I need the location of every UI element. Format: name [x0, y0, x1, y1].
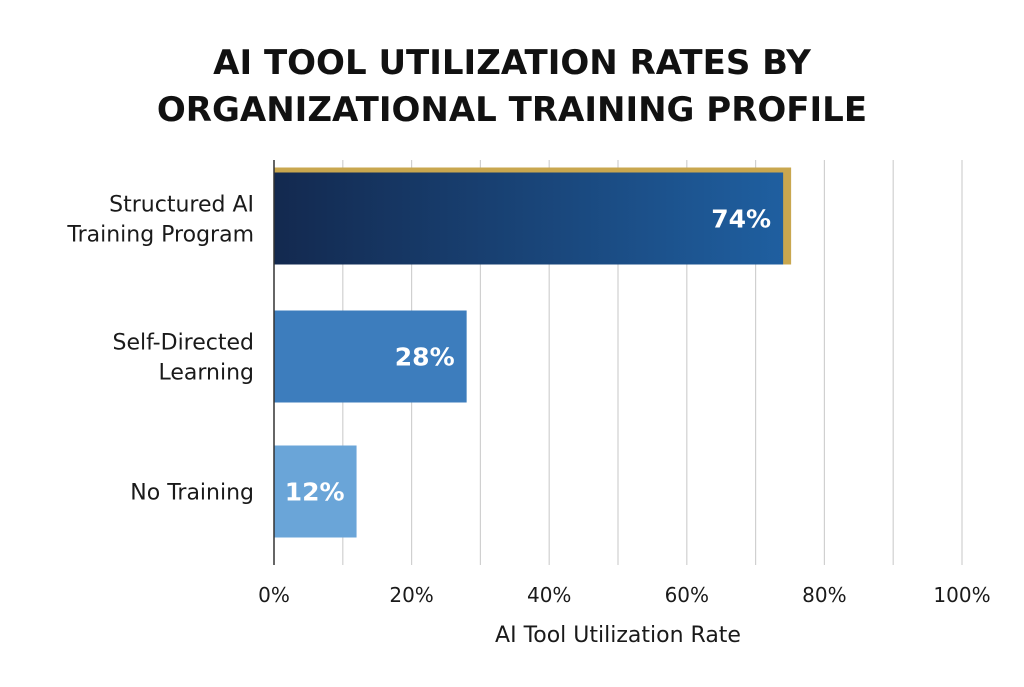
category-label: Structured AI Training Program: [66, 193, 254, 248]
x-tick-label: 80%: [802, 583, 846, 607]
category-label: Self-Directed Learning: [113, 331, 254, 386]
x-tick-label: 60%: [665, 583, 709, 607]
value-label: 74%: [711, 205, 771, 234]
chart-title: AI TOOL UTILIZATION RATES BY ORGANIZATIO…: [156, 43, 868, 130]
value-label: 12%: [285, 478, 345, 507]
x-tick-label: 20%: [389, 583, 433, 607]
bar-0: [274, 172, 784, 265]
x-tick-label: 40%: [527, 583, 571, 607]
bars: [274, 167, 792, 538]
x-tick-label: 0%: [258, 583, 290, 607]
value-label: 28%: [395, 343, 455, 372]
labels: 74% Structured AI Training Program 28% Self-…: [66, 193, 990, 649]
x-tick-label: 100%: [933, 583, 990, 607]
bar-1: [274, 310, 467, 403]
x-axis-label: AI Tool Utilization Rate: [495, 623, 741, 648]
bar-2: [274, 445, 357, 538]
category-label: No Training: [130, 481, 254, 506]
